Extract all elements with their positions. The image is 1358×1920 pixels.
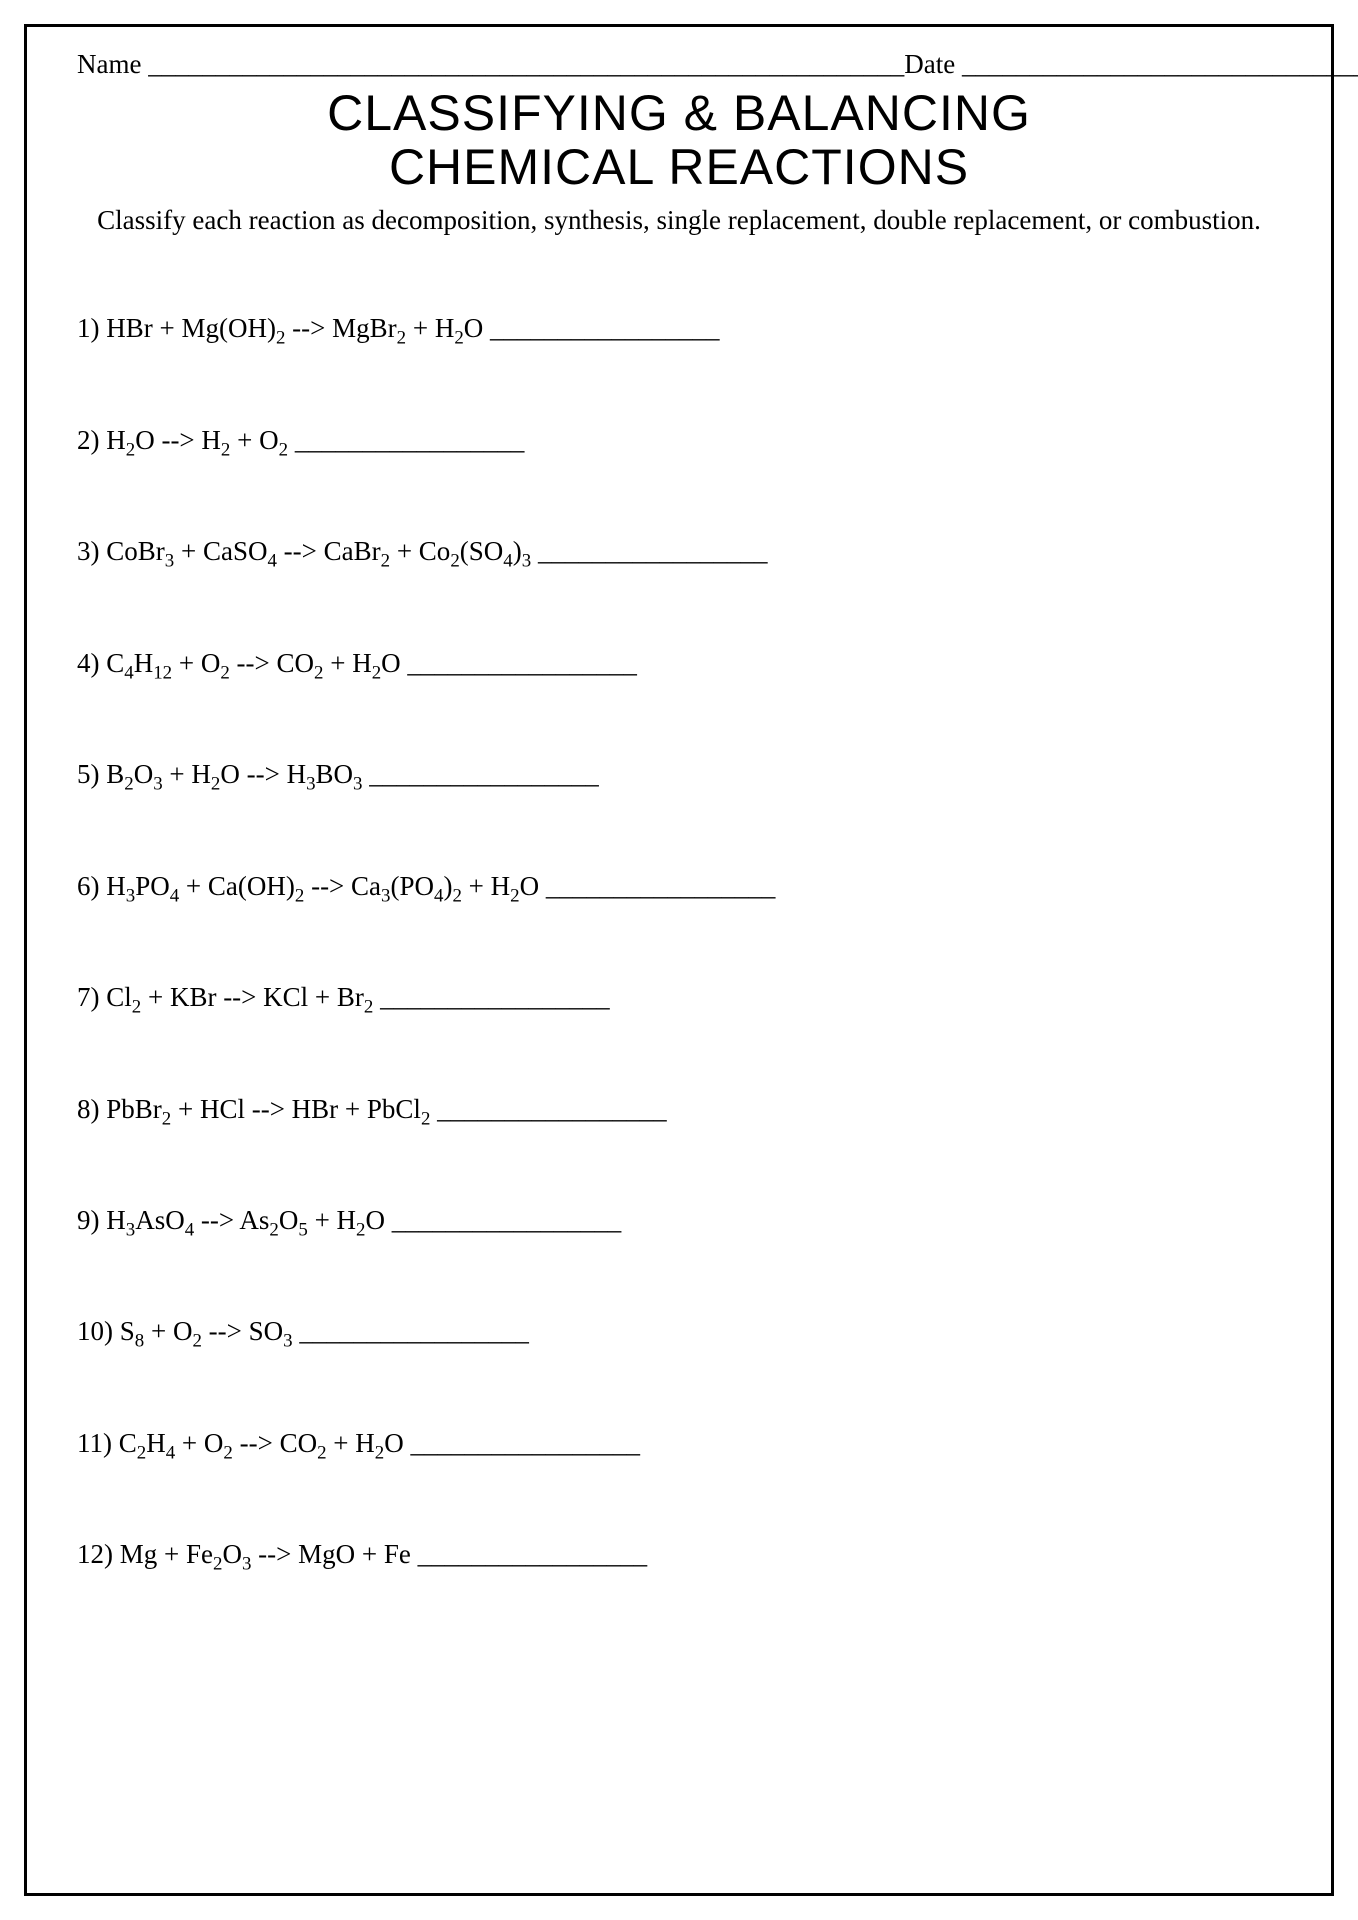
question-number: 8): [77, 1094, 106, 1124]
answer-blank[interactable]: _________________: [392, 1205, 622, 1235]
question-number: 1): [77, 313, 106, 343]
date-field: Date ______________________________: [904, 49, 1358, 80]
answer-blank[interactable]: _________________: [369, 759, 599, 789]
question-number: 3): [77, 536, 106, 566]
worksheet-page: Name ___________________________________…: [0, 0, 1358, 1920]
equation: B2O3 + H2O --> H3BO3: [106, 759, 362, 789]
name-blank[interactable]: ________________________________________…: [148, 49, 904, 79]
question-number: 6): [77, 871, 106, 901]
instructions: Classify each reaction as decomposition,…: [77, 202, 1281, 238]
equation: H2O --> H2 + O2: [106, 425, 288, 455]
name-field: Name ___________________________________…: [77, 49, 904, 80]
equation: S8 + O2 --> SO3: [120, 1316, 293, 1346]
answer-blank[interactable]: _________________: [295, 425, 525, 455]
questions-list: 1) HBr + Mg(OH)2 --> MgBr2 + H2O _______…: [77, 310, 1281, 1572]
name-label: Name: [77, 49, 148, 79]
question-number: 11): [77, 1428, 119, 1458]
question-4: 4) C4H12 + O2 --> CO2 + H2O ____________…: [77, 645, 1281, 681]
question-6: 6) H3PO4 + Ca(OH)2 --> Ca3(PO4)2 + H2O _…: [77, 868, 1281, 904]
header-line: Name ___________________________________…: [77, 49, 1281, 80]
question-5: 5) B2O3 + H2O --> H3BO3 ________________…: [77, 756, 1281, 792]
question-number: 2): [77, 425, 106, 455]
question-9: 9) H3AsO4 --> As2O5 + H2O ______________…: [77, 1202, 1281, 1238]
answer-blank[interactable]: _________________: [299, 1316, 529, 1346]
date-label: Date: [904, 49, 962, 79]
equation: Cl2 + KBr --> KCl + Br2: [106, 982, 373, 1012]
question-number: 5): [77, 759, 106, 789]
answer-blank[interactable]: _________________: [410, 1428, 640, 1458]
question-1: 1) HBr + Mg(OH)2 --> MgBr2 + H2O _______…: [77, 310, 1281, 346]
question-number: 7): [77, 982, 106, 1012]
question-3: 3) CoBr3 + CaSO4 --> CaBr2 + Co2(SO4)3 _…: [77, 533, 1281, 569]
equation: C2H4 + O2 --> CO2 + H2O: [119, 1428, 404, 1458]
question-7: 7) Cl2 + KBr --> KCl + Br2 _____________…: [77, 979, 1281, 1015]
question-number: 9): [77, 1205, 106, 1235]
worksheet-title: CLASSIFYING & BALANCING CHEMICAL REACTIO…: [77, 86, 1281, 194]
answer-blank[interactable]: _________________: [538, 536, 768, 566]
question-12: 12) Mg + Fe2O3 --> MgO + Fe ____________…: [77, 1536, 1281, 1572]
title-line-1: CLASSIFYING & BALANCING: [327, 85, 1031, 141]
question-10: 10) S8 + O2 --> SO3 _________________: [77, 1313, 1281, 1349]
question-number: 10): [77, 1316, 120, 1346]
equation: CoBr3 + CaSO4 --> CaBr2 + Co2(SO4)3: [106, 536, 531, 566]
question-number: 4): [77, 648, 106, 678]
equation: HBr + Mg(OH)2 --> MgBr2 + H2O: [106, 313, 483, 343]
equation: H3AsO4 --> As2O5 + H2O: [106, 1205, 385, 1235]
answer-blank[interactable]: _________________: [437, 1094, 667, 1124]
answer-blank[interactable]: _________________: [407, 648, 637, 678]
question-number: 12): [77, 1539, 120, 1569]
equation: H3PO4 + Ca(OH)2 --> Ca3(PO4)2 + H2O: [106, 871, 539, 901]
question-8: 8) PbBr2 + HCl --> HBr + PbCl2 _________…: [77, 1091, 1281, 1127]
date-blank[interactable]: ______________________________: [962, 49, 1358, 79]
equation: PbBr2 + HCl --> HBr + PbCl2: [106, 1094, 430, 1124]
answer-blank[interactable]: _________________: [490, 313, 720, 343]
question-2: 2) H2O --> H2 + O2 _________________: [77, 422, 1281, 458]
worksheet-frame: Name ___________________________________…: [24, 24, 1334, 1896]
answer-blank[interactable]: _________________: [418, 1539, 648, 1569]
question-11: 11) C2H4 + O2 --> CO2 + H2O ____________…: [77, 1425, 1281, 1461]
equation: C4H12 + O2 --> CO2 + H2O: [106, 648, 400, 678]
title-line-2: CHEMICAL REACTIONS: [389, 139, 969, 195]
answer-blank[interactable]: _________________: [380, 982, 610, 1012]
answer-blank[interactable]: _________________: [546, 871, 776, 901]
equation: Mg + Fe2O3 --> MgO + Fe: [120, 1539, 411, 1569]
